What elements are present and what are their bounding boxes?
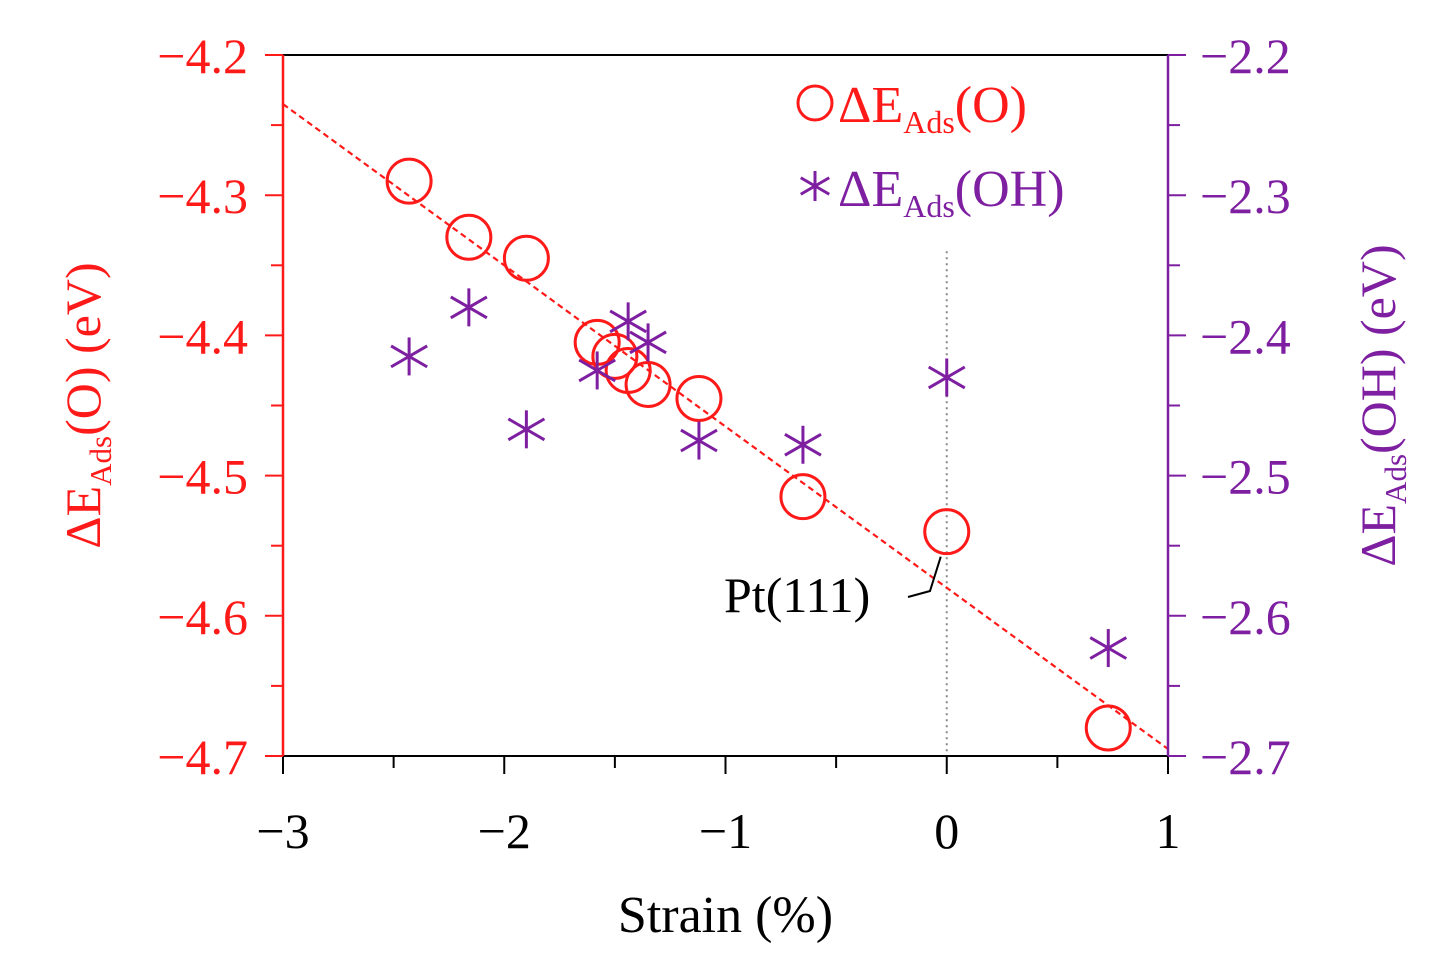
asterisk-stroke xyxy=(507,417,546,442)
oh-adsorption-point xyxy=(784,425,822,464)
pt111-annotation: Pt(111) xyxy=(724,567,870,623)
oh-adsorption-point xyxy=(629,323,667,362)
asterisk-stroke xyxy=(390,344,428,369)
x-tick-label: 0 xyxy=(934,803,959,859)
asterisk-stroke xyxy=(578,358,616,383)
oh-adsorption-point xyxy=(578,351,616,390)
asterisk-stroke xyxy=(450,295,488,320)
o-adsorption-point xyxy=(445,213,493,261)
right-tick-label: −2.5 xyxy=(1200,449,1291,505)
oh-adsorption-point xyxy=(609,302,647,341)
asterisk-stroke xyxy=(680,428,718,453)
legend-oh-marker xyxy=(799,171,831,201)
right-tick-label: −2.7 xyxy=(1200,729,1291,785)
legend-oh-label: ΔEAds(OH) xyxy=(838,161,1065,224)
left-tick-label: −4.5 xyxy=(157,449,248,505)
fit-line-o xyxy=(282,103,1169,750)
o-adsorption-point xyxy=(502,234,550,282)
left-tick-label: −4.2 xyxy=(157,28,248,84)
text-layer: −3 −2 −1 0 1 Strain (%) −4.2 −4.3 −4.4 −4.5 −4.6 −4… xyxy=(55,28,1413,944)
legend-o-marker xyxy=(796,84,834,122)
o-adsorption-point xyxy=(604,346,652,394)
asterisk-stroke xyxy=(1089,636,1128,660)
oh-adsorption-point xyxy=(507,410,546,449)
x-tick-label: −1 xyxy=(699,803,752,859)
legend-o-label: ΔEAds(O) xyxy=(838,77,1027,140)
asterisk-stroke xyxy=(927,365,966,390)
o-adsorption-point xyxy=(624,360,672,408)
right-tick-label: −2.2 xyxy=(1200,28,1291,84)
left-axis-label: ΔEAds(O) (eV) xyxy=(55,262,118,548)
o-adsorption-point xyxy=(923,508,971,556)
left-tick-label: −4.7 xyxy=(157,729,248,785)
left-tick-label: −4.3 xyxy=(157,168,248,224)
pt111-leader-line xyxy=(907,556,942,598)
o-adsorption-point xyxy=(591,332,639,380)
asterisk-stroke xyxy=(629,330,667,355)
oh-adsorption-point xyxy=(450,288,488,327)
left-tick-label: −4.6 xyxy=(157,589,248,645)
o-adsorption-point xyxy=(385,157,433,205)
fit-layer xyxy=(282,103,1169,750)
o-adsorption-point xyxy=(779,473,827,521)
x-tick-label: 1 xyxy=(1156,803,1181,859)
asterisk-stroke xyxy=(799,176,831,196)
asterisk-stroke xyxy=(784,433,822,457)
x-tick-label: −2 xyxy=(478,803,531,859)
marks-layer xyxy=(385,157,1132,752)
o-adsorption-point xyxy=(1084,704,1132,752)
oh-adsorption-point xyxy=(1089,629,1128,668)
left-tick-label: −4.4 xyxy=(157,308,248,364)
oh-adsorption-point xyxy=(680,421,718,460)
axes-layer xyxy=(265,54,1186,774)
asterisk-stroke xyxy=(609,309,647,334)
right-axis-label: ΔEAds(OH) (eV) xyxy=(1350,244,1413,566)
x-tick-label: −3 xyxy=(256,803,309,859)
right-tick-label: −2.4 xyxy=(1200,308,1291,364)
o-adsorption-point xyxy=(675,374,723,422)
x-axis-label: Strain (%) xyxy=(618,887,833,944)
right-tick-label: −2.3 xyxy=(1200,168,1291,224)
oh-adsorption-point xyxy=(927,358,966,397)
right-tick-label: −2.6 xyxy=(1200,589,1291,645)
oh-adsorption-point xyxy=(390,337,428,376)
